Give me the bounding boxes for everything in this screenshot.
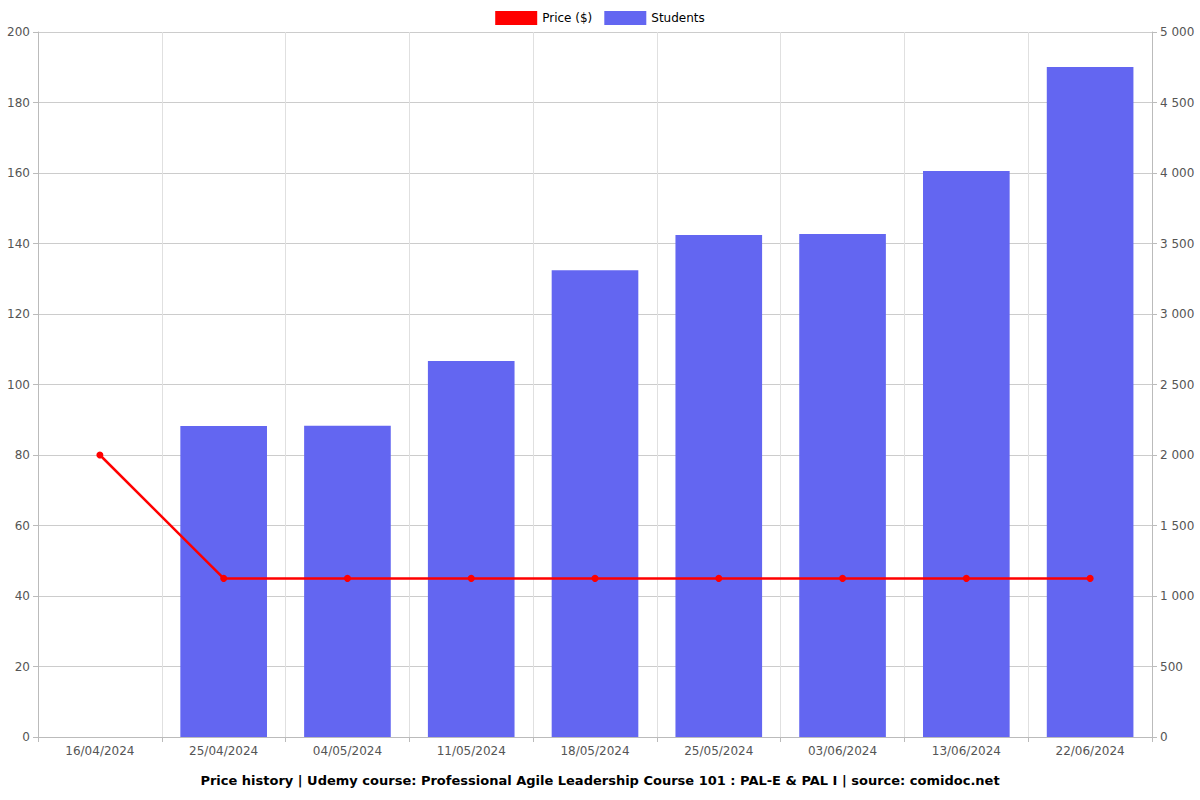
svg-text:3 500: 3 500: [1160, 237, 1194, 251]
svg-text:1 500: 1 500: [1160, 519, 1194, 533]
svg-text:3 000: 3 000: [1160, 307, 1194, 321]
svg-text:2 000: 2 000: [1160, 448, 1194, 462]
svg-text:80: 80: [15, 448, 30, 462]
svg-text:40: 40: [15, 589, 30, 603]
svg-text:22/06/2024: 22/06/2024: [1056, 744, 1125, 758]
svg-text:25/04/2024: 25/04/2024: [189, 744, 258, 758]
svg-text:4 500: 4 500: [1160, 96, 1194, 110]
svg-text:60: 60: [15, 519, 30, 533]
svg-text:180: 180: [7, 96, 30, 110]
svg-text:03/06/2024: 03/06/2024: [808, 744, 877, 758]
svg-text:Price history | Udemy course:: Price history | Udemy course: Profession…: [200, 773, 999, 788]
svg-text:20: 20: [15, 660, 30, 674]
svg-text:1 000: 1 000: [1160, 589, 1194, 603]
svg-text:5 000: 5 000: [1160, 25, 1194, 39]
svg-text:13/06/2024: 13/06/2024: [932, 744, 1001, 758]
svg-text:2 500: 2 500: [1160, 378, 1194, 392]
svg-text:04/05/2024: 04/05/2024: [313, 744, 382, 758]
svg-text:16/04/2024: 16/04/2024: [65, 744, 134, 758]
svg-text:0: 0: [1160, 730, 1168, 744]
svg-text:11/05/2024: 11/05/2024: [437, 744, 506, 758]
svg-text:120: 120: [7, 307, 30, 321]
svg-text:200: 200: [7, 25, 30, 39]
svg-text:100: 100: [7, 378, 30, 392]
svg-text:25/05/2024: 25/05/2024: [684, 744, 753, 758]
svg-text:Price ($): Price ($): [542, 11, 592, 25]
svg-text:0: 0: [22, 730, 30, 744]
svg-text:140: 140: [7, 237, 30, 251]
svg-text:4 000: 4 000: [1160, 166, 1194, 180]
svg-text:Students: Students: [651, 11, 705, 25]
svg-text:500: 500: [1160, 660, 1183, 674]
svg-text:160: 160: [7, 166, 30, 180]
svg-text:18/05/2024: 18/05/2024: [560, 744, 629, 758]
